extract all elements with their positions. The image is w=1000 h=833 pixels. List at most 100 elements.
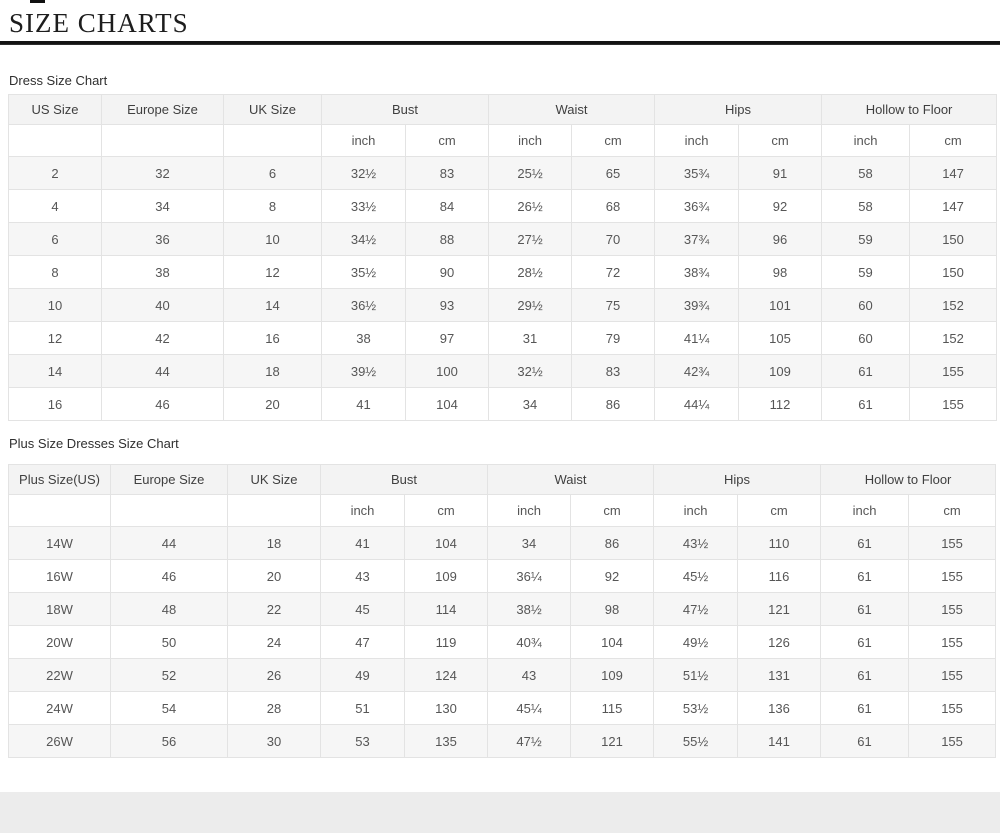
value-cell: 51: [320, 691, 405, 725]
column-header: Plus Size(US): [8, 464, 111, 495]
value-cell: 34: [487, 526, 572, 560]
value-cell: 124: [403, 658, 489, 692]
value-cell: 47: [320, 625, 405, 659]
value-cell: 90: [404, 255, 490, 289]
unit-cell: inch: [820, 494, 910, 527]
value-cell: 60: [821, 321, 911, 355]
value-cell: 36¾: [654, 189, 740, 223]
table-row: 12 42 16 38 97 31 79 41¼ 105 60 152: [8, 321, 998, 355]
plus-size-table: Plus Size(US) Europe Size UK Size Bust Waist…: [8, 464, 997, 758]
value-cell: 155: [908, 592, 997, 626]
value-cell: 61: [820, 724, 910, 758]
value-cell: 33½: [321, 189, 406, 223]
value-cell: 38: [321, 321, 406, 355]
value-cell: 55½: [653, 724, 739, 758]
value-cell: 42: [101, 321, 224, 355]
value-cell: 32½: [321, 156, 406, 190]
value-cell: 2: [8, 156, 102, 190]
table-row: 4 34 8 33½ 84 26½ 68 36¾ 92 58 147: [8, 189, 998, 223]
value-cell: 14W: [8, 526, 111, 560]
value-cell: 93: [404, 288, 490, 322]
value-cell: 26½: [488, 189, 573, 223]
value-cell: 104: [403, 526, 489, 560]
value-cell: 126: [737, 625, 822, 659]
unit-cell: [8, 124, 102, 157]
value-cell: 16: [8, 387, 102, 421]
value-cell: 40: [101, 288, 224, 322]
value-cell: 45½: [653, 559, 739, 593]
top-edge-dash: [30, 0, 45, 3]
value-cell: 136: [737, 691, 822, 725]
value-cell: 116: [737, 559, 822, 593]
value-cell: 8: [8, 255, 102, 289]
value-cell: 42¾: [654, 354, 740, 388]
value-cell: 54: [110, 691, 228, 725]
value-cell: 155: [908, 691, 997, 725]
unit-row: inch cm inch cm inch cm inch cm: [8, 124, 998, 157]
unit-cell: [101, 124, 224, 157]
dress-size-table: US Size Europe Size UK Size Bust Waist Hips Ho…: [8, 94, 998, 421]
value-cell: 6: [223, 156, 322, 190]
value-cell: 36½: [321, 288, 406, 322]
value-cell: 92: [738, 189, 823, 223]
value-cell: 20: [227, 559, 321, 593]
value-cell: 28: [227, 691, 321, 725]
value-cell: 109: [738, 354, 823, 388]
unit-cell: inch: [821, 124, 911, 157]
value-cell: 61: [820, 559, 910, 593]
unit-cell: inch: [654, 124, 740, 157]
value-cell: 34½: [321, 222, 406, 256]
value-cell: 61: [820, 526, 910, 560]
value-cell: 88: [404, 222, 490, 256]
value-cell: 31: [488, 321, 573, 355]
unit-cell: cm: [908, 494, 997, 527]
unit-cell: inch: [488, 124, 573, 157]
value-cell: 28½: [488, 255, 573, 289]
value-cell: 155: [908, 658, 997, 692]
value-cell: 130: [403, 691, 489, 725]
value-cell: 110: [737, 526, 822, 560]
unit-cell: inch: [320, 494, 405, 527]
dress-size-chart-section: Dress Size Chart US Size Europe Size UK Si…: [0, 74, 1000, 421]
unit-cell: [8, 494, 111, 527]
value-cell: 105: [738, 321, 823, 355]
value-cell: 35¾: [654, 156, 740, 190]
value-cell: 147: [909, 156, 998, 190]
value-cell: 84: [404, 189, 490, 223]
value-cell: 18W: [8, 592, 111, 626]
value-cell: 58: [821, 156, 911, 190]
value-cell: 96: [738, 222, 823, 256]
value-cell: 98: [570, 592, 655, 626]
unit-cell: inch: [487, 494, 572, 527]
unit-cell: cm: [737, 494, 822, 527]
value-cell: 52: [110, 658, 228, 692]
column-header: Hips: [654, 94, 823, 125]
value-cell: 36: [101, 222, 224, 256]
value-cell: 41¼: [654, 321, 740, 355]
value-cell: 72: [571, 255, 656, 289]
value-cell: 46: [110, 559, 228, 593]
value-cell: 6: [8, 222, 102, 256]
value-cell: 59: [821, 222, 911, 256]
value-cell: 46: [101, 387, 224, 421]
value-cell: 50: [110, 625, 228, 659]
value-cell: 155: [908, 526, 997, 560]
value-cell: 16: [223, 321, 322, 355]
column-header: Bust: [319, 464, 489, 495]
column-header: UK Size: [227, 464, 321, 495]
column-header: UK Size: [223, 94, 322, 125]
column-header: Hollow to Floor: [821, 94, 998, 125]
table-row: 10 40 14 36½ 93 29½ 75 39¾ 101 60 152: [8, 288, 998, 322]
value-cell: 38: [101, 255, 224, 289]
value-cell: 141: [737, 724, 822, 758]
value-cell: 47½: [487, 724, 572, 758]
value-cell: 152: [909, 321, 998, 355]
value-cell: 47½: [653, 592, 739, 626]
table-row: 14 44 18 39½ 100 32½ 83 42¾ 109 61 155: [8, 354, 998, 388]
value-cell: 26: [227, 658, 321, 692]
value-cell: 100: [404, 354, 490, 388]
value-cell: 20W: [8, 625, 111, 659]
plus-size-chart-section: Plus Size Dresses Size Chart Plus Size(U…: [0, 437, 1000, 758]
value-cell: 61: [821, 354, 911, 388]
unit-cell: cm: [909, 124, 998, 157]
